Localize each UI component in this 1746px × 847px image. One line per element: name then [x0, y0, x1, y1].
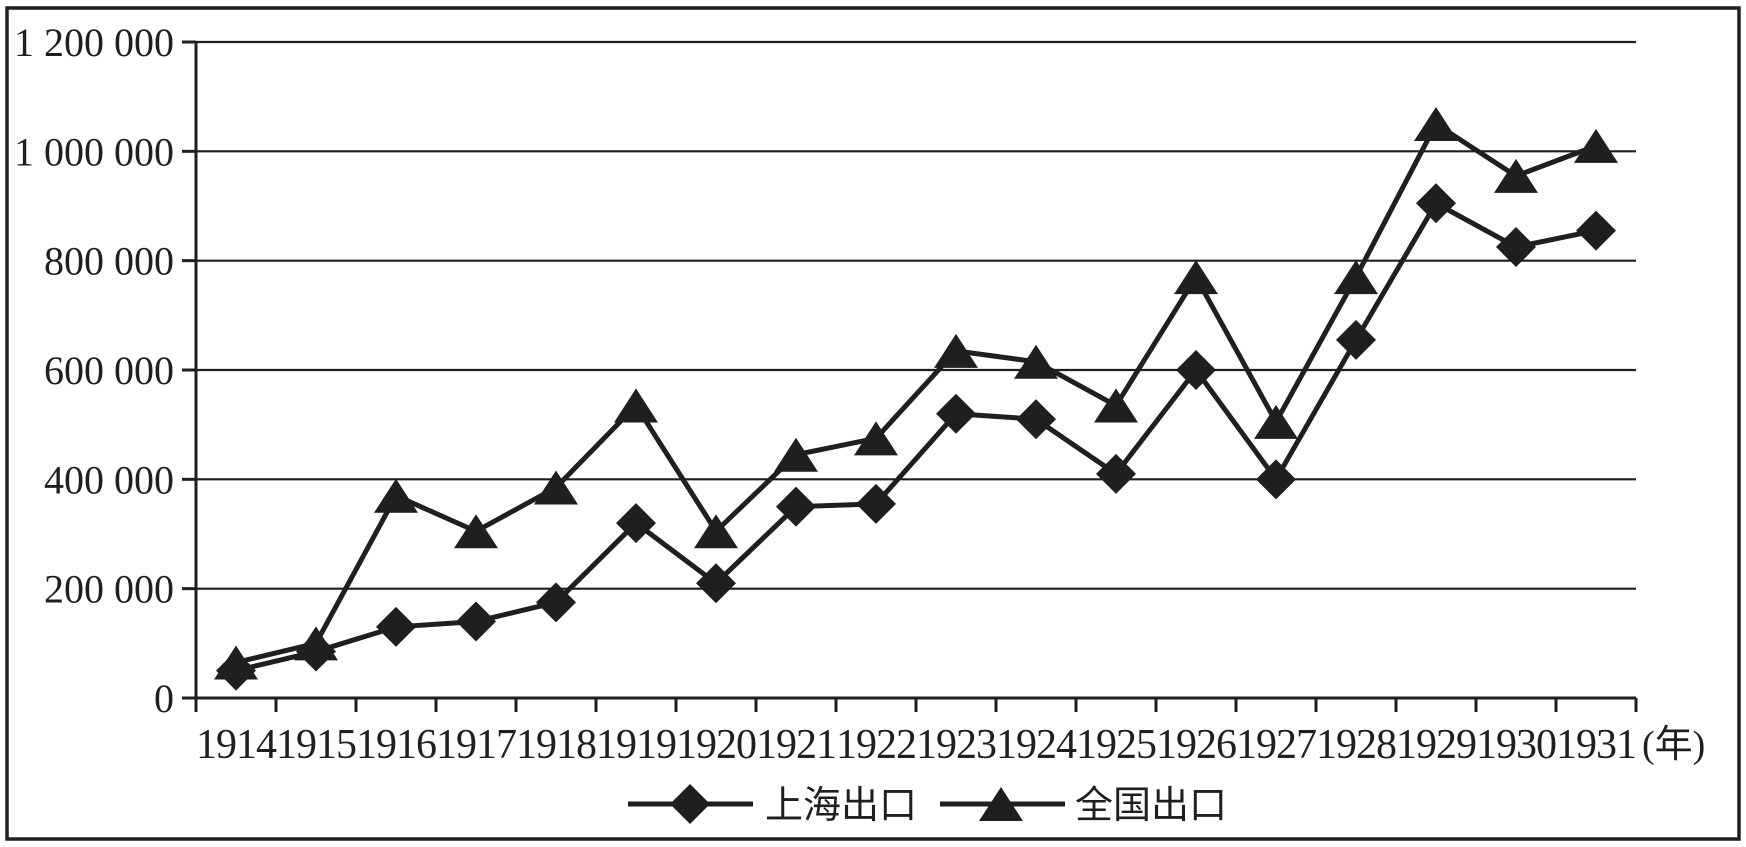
- x-tick-label: 1920: [676, 722, 756, 768]
- x-tick-label: 1925: [1076, 722, 1156, 768]
- legend-marker-triangle: [979, 787, 1023, 821]
- x-tick-label: 1915: [276, 722, 356, 768]
- y-tick-label: 1 000 000: [14, 129, 174, 174]
- y-tick-label: 600 000: [44, 348, 174, 393]
- data-point-marker-diamond: [936, 393, 976, 434]
- x-tick-label: 1930: [1476, 722, 1556, 768]
- y-tick-label: 400 000: [44, 457, 174, 502]
- data-point-marker-diamond: [1576, 210, 1616, 251]
- series-line-triangle: [235, 120, 1597, 665]
- data-point-marker-diamond: [536, 582, 576, 623]
- x-tick-label: 1918: [516, 722, 596, 768]
- x-tick-label: 1927: [1236, 722, 1316, 768]
- x-tick-label: 1928: [1316, 722, 1396, 768]
- data-point-marker-diamond: [776, 486, 816, 527]
- x-tick-label: 1916: [356, 722, 436, 768]
- data-point-marker-triangle: [374, 478, 418, 513]
- legend-marker-diamond: [670, 784, 710, 824]
- chart-outer-border: [5, 6, 1741, 841]
- data-point-marker-triangle: [694, 514, 738, 549]
- y-tick-label: 1 200 000: [14, 20, 174, 65]
- x-tick-label: 1914: [196, 722, 277, 768]
- data-point-marker-triangle: [614, 388, 658, 423]
- data-point-marker-diamond: [856, 483, 896, 524]
- data-point-marker-diamond: [1496, 227, 1536, 267]
- y-tick-label: 800 000: [44, 239, 174, 284]
- data-point-marker-diamond: [216, 650, 256, 691]
- data-point-marker-diamond: [616, 503, 656, 544]
- x-tick-label: 1919: [596, 722, 676, 768]
- data-point-marker-diamond: [296, 631, 336, 672]
- x-tick-label: 1924: [996, 722, 1077, 768]
- data-point-marker-triangle: [1574, 128, 1618, 163]
- x-tick-label: 1931: [1556, 722, 1636, 768]
- data-point-marker-triangle: [1174, 260, 1218, 295]
- data-point-marker-triangle: [1414, 107, 1458, 141]
- data-point-marker-diamond: [1336, 319, 1376, 360]
- x-tick-label: 1917: [436, 722, 516, 768]
- data-point-marker-triangle: [534, 470, 578, 505]
- data-point-marker-triangle: [1254, 404, 1298, 439]
- x-tick-label: 1923: [916, 722, 996, 768]
- x-tick-label: 1921: [756, 722, 836, 768]
- data-point-marker-triangle: [934, 333, 978, 368]
- x-tick-label: 1922: [836, 722, 916, 768]
- x-axis-unit-label: (年): [1642, 724, 1705, 766]
- y-tick-label: 200 000: [44, 567, 174, 612]
- data-point-marker-diamond: [696, 563, 736, 604]
- data-point-marker-diamond: [376, 606, 416, 647]
- data-point-marker-diamond: [1416, 183, 1456, 224]
- data-point-marker-triangle: [774, 437, 818, 472]
- data-point-marker-triangle: [1094, 388, 1138, 423]
- data-point-marker-diamond: [1096, 453, 1136, 494]
- data-point-marker-triangle: [454, 514, 498, 549]
- data-point-marker-diamond: [1016, 399, 1056, 440]
- data-point-marker-diamond: [1176, 350, 1216, 390]
- legend-label: 上海出口: [765, 785, 917, 827]
- x-tick-label: 1929: [1396, 722, 1476, 768]
- data-point-marker-triangle: [1334, 260, 1378, 295]
- legend-label: 全国出口: [1075, 785, 1227, 827]
- x-tick-label: 1926: [1156, 722, 1236, 768]
- data-point-marker-diamond: [456, 601, 496, 642]
- data-point-marker-triangle: [854, 421, 898, 456]
- data-point-marker-triangle: [1014, 344, 1058, 379]
- data-point-marker-diamond: [1256, 459, 1296, 500]
- y-tick-label: 0: [154, 676, 174, 721]
- data-point-marker-triangle: [1494, 158, 1538, 193]
